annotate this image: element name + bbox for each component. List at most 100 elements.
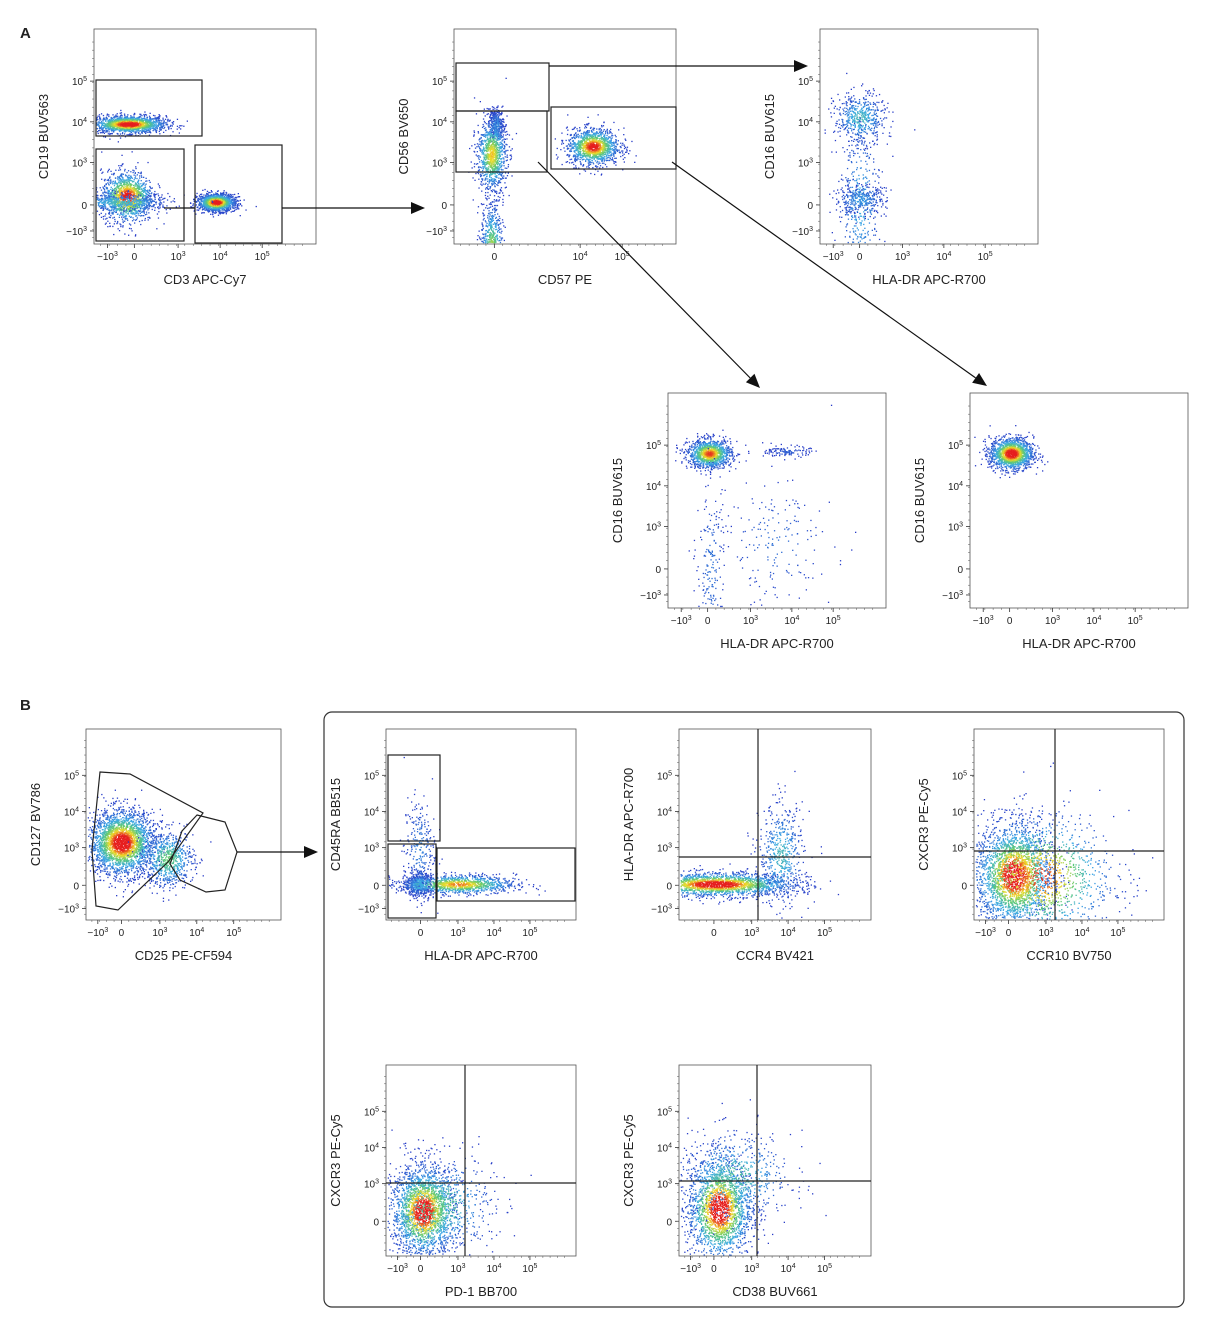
tick-label: 0 (961, 881, 967, 892)
population-a4 (688, 440, 732, 608)
arrows-layer (164, 60, 987, 858)
tick-label: 0 (418, 1264, 424, 1275)
x-axis-title: CD57 PE (538, 272, 593, 287)
plot-a4: −103 0 103 104 105 105 104 103 0 −103 HLA-DR APC-R… (610, 392, 887, 651)
plot-frame (969, 392, 1189, 609)
tick-label: 104 (486, 1263, 501, 1275)
population-b6 (680, 1102, 827, 1248)
x-axis-title: CCR4 BV421 (736, 948, 814, 963)
tick-label: 104 (573, 251, 588, 263)
plots-layer: −103 0 103 104 105 105 104 103 0 −103 CD3 APC-Cy7 C… (28, 28, 1189, 1299)
tick-label: 103 (952, 843, 967, 855)
tick-label: −103 (387, 1263, 408, 1275)
plot-b4: −103 0 103 104 105 105 104 103 0 CCR10 BV750 CXCR3… (916, 728, 1165, 963)
tick-label: 104 (486, 927, 501, 939)
population-b3 (747, 770, 823, 919)
scatter-points-b1 (87, 789, 212, 902)
tick-label: 105 (817, 927, 832, 939)
scatter-points-a3 (824, 72, 916, 244)
tick-label: 103 (798, 158, 813, 170)
gate-conventional-t (91, 771, 204, 911)
tick-label: 105 (646, 440, 661, 452)
tick-label: 105 (657, 1106, 672, 1118)
tick-label: 0 (957, 565, 963, 576)
tick-label: 104 (364, 1142, 379, 1154)
tick-label: 105 (432, 76, 447, 88)
x-axis-title: HLA-DR APC-R700 (424, 948, 537, 963)
scatter-points-b6 (680, 1099, 827, 1256)
gate-cd56-dim (455, 110, 548, 173)
tick-label: 103 (364, 1179, 379, 1191)
y-axis-title: CD16 BUV615 (762, 94, 777, 179)
population-b2 (399, 756, 447, 914)
tick-label: 103 (450, 1263, 465, 1275)
tick-label: 103 (432, 158, 447, 170)
tick-label: 103 (1045, 615, 1060, 627)
population-a4 (675, 429, 750, 479)
tick-label: −103 (640, 590, 661, 602)
population-a2 (554, 114, 637, 176)
tick-label: 105 (826, 615, 841, 627)
y-axis-title: CXCR3 PE-Cy5 (916, 778, 931, 870)
tick-label: 105 (798, 76, 813, 88)
plot-frame (385, 1064, 577, 1257)
arrow-b1-to-b (237, 846, 318, 858)
tick-label: 104 (189, 927, 204, 939)
plot-frame (385, 728, 577, 921)
tick-label: 103 (657, 1179, 672, 1191)
plot-a1: −103 0 103 104 105 105 104 103 0 −103 CD3 APC-Cy7 C… (36, 28, 317, 287)
plot-b1: −103 0 103 104 105 105 104 103 0 −103 CD25 PE-CF59… (28, 728, 282, 963)
population-b3 (680, 863, 840, 905)
tick-label: 103 (152, 927, 167, 939)
tick-label: 104 (72, 117, 87, 129)
tick-label: 105 (615, 251, 630, 263)
tick-label: 105 (978, 251, 993, 263)
tick-label: −103 (975, 927, 996, 939)
tick-label: 104 (657, 806, 672, 818)
population-a1 (95, 151, 171, 237)
tick-label: 105 (255, 251, 270, 263)
scatter-points-b3 (680, 770, 840, 919)
population-a2 (472, 190, 506, 244)
population-a4 (693, 404, 857, 606)
y-axis-title: CD19 BUV563 (36, 94, 51, 179)
tick-label: 105 (522, 1263, 537, 1275)
scatter-points-b2 (388, 756, 546, 914)
gate-cd3-pos (194, 144, 283, 244)
plot-frame (93, 28, 317, 245)
tick-label: 105 (948, 440, 963, 452)
tick-label: −103 (651, 903, 672, 915)
tick-label: 104 (781, 927, 796, 939)
tick-label: 104 (364, 806, 379, 818)
gate-cd57-pos (550, 106, 677, 170)
population-a1 (95, 109, 188, 143)
x-axis-title: HLA-DR APC-R700 (872, 272, 985, 287)
tick-label: 0 (666, 881, 672, 892)
tick-label: −103 (87, 927, 108, 939)
tick-label: 105 (1128, 615, 1143, 627)
population-b2 (388, 871, 546, 900)
tick-label: 103 (171, 251, 186, 263)
y-axis-title: CXCR3 PE-Cy5 (328, 1114, 343, 1206)
tick-label: −103 (671, 615, 692, 627)
gate-treg (169, 814, 238, 893)
population-a5 (974, 425, 1049, 479)
tick-label: 0 (441, 201, 447, 212)
tick-label: 0 (711, 1264, 717, 1275)
x-axis-title: PD-1 BB700 (445, 1284, 517, 1299)
population-b2 (398, 859, 437, 902)
tick-label: 105 (522, 927, 537, 939)
plot-frame (973, 728, 1165, 921)
gate-cd3-neg (95, 148, 185, 242)
tick-label: 105 (657, 770, 672, 782)
population-a4 (762, 442, 817, 461)
tick-label: 0 (73, 881, 79, 892)
arrow-a1-to-a2 (282, 202, 425, 214)
tick-label: −103 (358, 903, 379, 915)
tick-label: 0 (373, 1217, 379, 1228)
y-axis-title: CXCR3 PE-Cy5 (621, 1114, 636, 1206)
tick-label: −103 (66, 226, 87, 238)
tick-label: 0 (655, 565, 661, 576)
tick-label: 0 (857, 252, 863, 263)
tick-label: −103 (973, 615, 994, 627)
